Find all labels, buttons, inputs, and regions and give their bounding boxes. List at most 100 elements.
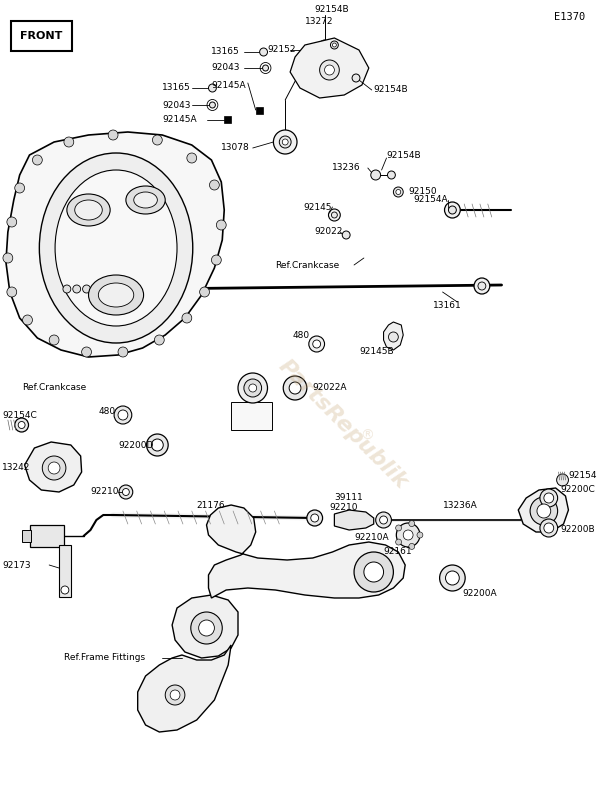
Circle shape — [61, 586, 69, 594]
Text: 92173: 92173 — [2, 561, 31, 570]
Text: 92145A: 92145A — [163, 115, 197, 125]
Circle shape — [540, 519, 557, 537]
Text: 92043: 92043 — [211, 63, 240, 73]
Text: E1370: E1370 — [554, 12, 585, 22]
Circle shape — [313, 340, 321, 348]
Text: 21176: 21176 — [197, 501, 225, 510]
Circle shape — [154, 335, 164, 345]
Circle shape — [15, 183, 25, 193]
Circle shape — [73, 285, 81, 293]
Circle shape — [332, 43, 337, 47]
Circle shape — [320, 40, 329, 50]
Text: 13165: 13165 — [163, 83, 191, 93]
Text: 92200D: 92200D — [118, 441, 154, 450]
Text: 13078: 13078 — [222, 143, 250, 153]
Circle shape — [182, 313, 192, 323]
Text: 92152: 92152 — [267, 46, 296, 54]
Circle shape — [354, 552, 393, 592]
Circle shape — [279, 136, 291, 148]
Circle shape — [332, 212, 337, 218]
Circle shape — [324, 65, 334, 75]
Circle shape — [114, 406, 132, 424]
Text: 13236: 13236 — [332, 163, 361, 173]
Circle shape — [15, 418, 28, 432]
Circle shape — [262, 65, 268, 71]
Circle shape — [118, 410, 128, 420]
Circle shape — [208, 84, 216, 92]
Circle shape — [448, 206, 456, 214]
Circle shape — [393, 187, 403, 197]
Circle shape — [273, 130, 297, 154]
Circle shape — [146, 434, 168, 456]
Circle shape — [289, 382, 301, 394]
Bar — [22, 530, 31, 542]
Bar — [59, 545, 71, 597]
Bar — [231, 402, 273, 430]
Circle shape — [108, 130, 118, 140]
Text: 92145A: 92145A — [211, 81, 246, 90]
Bar — [29, 525, 64, 547]
Circle shape — [82, 347, 92, 357]
Text: 480: 480 — [98, 407, 116, 417]
Text: 92154: 92154 — [568, 470, 597, 479]
Text: 92154B: 92154B — [374, 86, 408, 94]
Circle shape — [165, 685, 185, 705]
Polygon shape — [518, 488, 568, 532]
Polygon shape — [138, 645, 231, 732]
Text: 92210: 92210 — [90, 487, 119, 497]
Text: 92161: 92161 — [383, 547, 412, 557]
Circle shape — [478, 282, 486, 290]
Circle shape — [544, 493, 554, 503]
Ellipse shape — [75, 200, 102, 220]
Circle shape — [49, 335, 59, 345]
Text: 92154C: 92154C — [2, 410, 37, 419]
Circle shape — [249, 384, 256, 392]
Circle shape — [444, 202, 461, 218]
Text: 39111: 39111 — [334, 494, 363, 502]
Text: 92154B: 92154B — [386, 150, 421, 159]
Circle shape — [409, 543, 415, 550]
Circle shape — [82, 285, 90, 293]
Polygon shape — [334, 510, 374, 530]
Text: 92145: 92145 — [303, 202, 332, 211]
Bar — [224, 116, 231, 123]
Circle shape — [63, 285, 71, 293]
Circle shape — [23, 315, 33, 325]
Text: 13242: 13242 — [2, 463, 30, 473]
Circle shape — [170, 690, 180, 700]
Circle shape — [376, 512, 391, 528]
Text: 92154A: 92154A — [413, 195, 448, 205]
Circle shape — [329, 209, 340, 221]
Circle shape — [309, 336, 324, 352]
Circle shape — [18, 422, 25, 429]
Text: 13161: 13161 — [433, 301, 462, 310]
Circle shape — [388, 332, 399, 342]
Ellipse shape — [98, 283, 134, 307]
Text: 92200B: 92200B — [560, 526, 595, 534]
Circle shape — [540, 489, 557, 507]
Circle shape — [283, 376, 307, 400]
Circle shape — [259, 48, 267, 56]
Circle shape — [330, 41, 338, 49]
Circle shape — [118, 347, 128, 357]
Circle shape — [42, 456, 66, 480]
Circle shape — [311, 514, 318, 522]
Text: 480: 480 — [292, 330, 309, 339]
Circle shape — [152, 135, 163, 145]
Circle shape — [537, 504, 551, 518]
Circle shape — [7, 217, 17, 227]
Ellipse shape — [88, 275, 144, 315]
Circle shape — [200, 287, 209, 297]
Circle shape — [396, 539, 402, 545]
Circle shape — [307, 510, 323, 526]
Circle shape — [364, 562, 383, 582]
Circle shape — [388, 171, 396, 179]
Text: 92022: 92022 — [315, 227, 343, 237]
Circle shape — [119, 485, 133, 499]
Ellipse shape — [55, 170, 177, 326]
Circle shape — [557, 474, 568, 486]
Ellipse shape — [126, 186, 165, 214]
Text: 92200C: 92200C — [560, 486, 595, 494]
Circle shape — [122, 489, 129, 495]
Ellipse shape — [134, 192, 157, 208]
